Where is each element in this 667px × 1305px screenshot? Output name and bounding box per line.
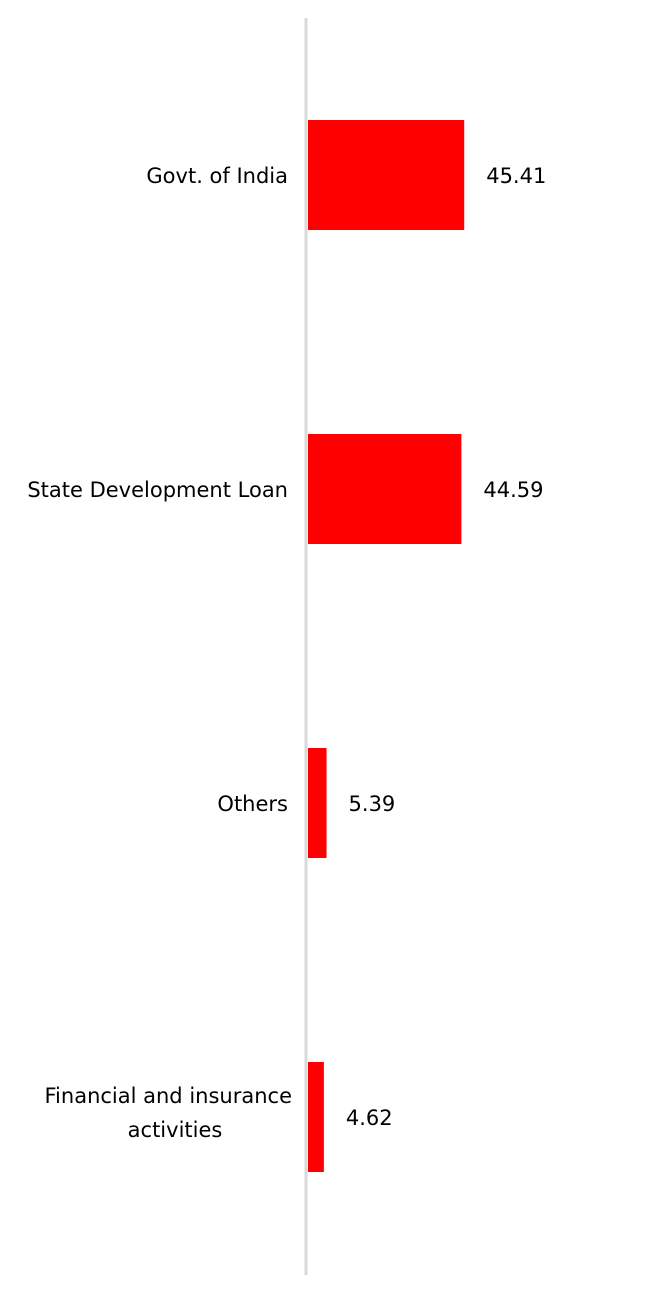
- bar-value-label: 45.41: [486, 164, 546, 188]
- chart-marks: 45.41 Govt. of India 44.59 State Developmen…: [27, 120, 546, 1172]
- category-label: activities: [128, 1118, 223, 1142]
- bar: [308, 1062, 324, 1172]
- bar-value-label: 4.62: [346, 1106, 393, 1130]
- bar: [308, 748, 327, 858]
- bar: [308, 120, 465, 230]
- bar-value-label: 44.59: [483, 478, 543, 502]
- category-label: Govt. of India: [146, 164, 288, 188]
- bar-value-label: 5.39: [349, 792, 396, 816]
- category-label: Others: [217, 792, 288, 816]
- category-label: State Development Loan: [27, 478, 288, 502]
- bar: [308, 434, 462, 544]
- category-label: Financial and insurance: [45, 1084, 293, 1108]
